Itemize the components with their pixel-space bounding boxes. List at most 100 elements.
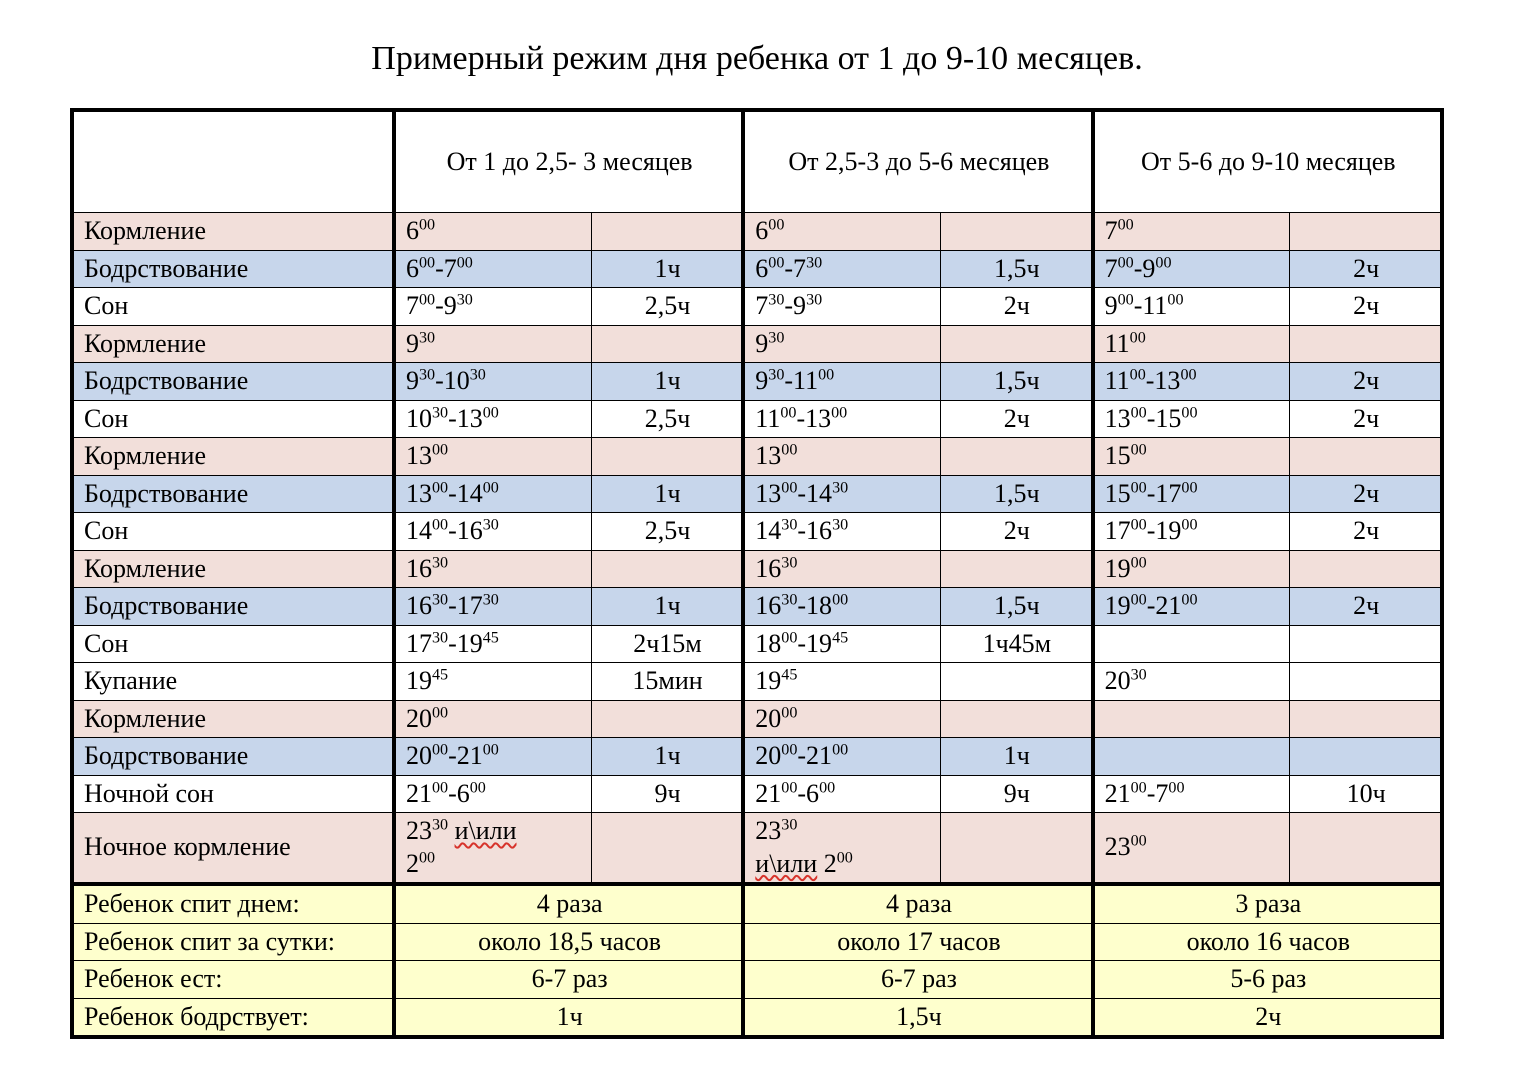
summary-row: Ребенок ест:6-7 раз6-7 раз5-6 раз (72, 961, 1442, 999)
time-cell: 1730-1945 (394, 625, 591, 663)
time-cell: 2300 (1093, 813, 1290, 885)
table-row: Сон700-9302,5ч730-9302ч900-11002ч (72, 288, 1442, 326)
duration-cell (941, 813, 1093, 885)
duration-cell: 2ч (1290, 475, 1442, 513)
duration-cell (591, 813, 743, 885)
table-row: Кормление9309301100 (72, 325, 1442, 363)
duration-cell: 2ч (1290, 288, 1442, 326)
duration-cell: 1ч (591, 738, 743, 776)
time-cell: 1100-1300 (1093, 363, 1290, 401)
duration-cell: 9ч (591, 775, 743, 813)
duration-cell: 1ч (591, 475, 743, 513)
time-cell: 1945 (743, 663, 940, 701)
time-cell: 1100-1300 (743, 400, 940, 438)
duration-cell: 2ч (1290, 400, 1442, 438)
table-row: Бодрствование930-10301ч930-11001,5ч1100-… (72, 363, 1442, 401)
col-header: От 1 до 2,5- 3 месяцев (394, 110, 743, 213)
summary-value: около 18,5 часов (394, 923, 743, 961)
time-cell: 1100 (1093, 325, 1290, 363)
table-row: Сон1400-16302,5ч1430-16302ч1700-19002ч (72, 513, 1442, 551)
summary-value: 4 раза (743, 884, 1092, 923)
time-cell: 930 (743, 325, 940, 363)
duration-cell (1290, 213, 1442, 251)
duration-cell: 2ч15м (591, 625, 743, 663)
row-label: Ночное кормление (72, 813, 394, 885)
time-cell: 1030-1300 (394, 400, 591, 438)
duration-cell (591, 213, 743, 251)
duration-cell: 2ч (1290, 588, 1442, 626)
time-cell: 2100-600 (394, 775, 591, 813)
summary-value: 2ч (1093, 998, 1442, 1037)
duration-cell: 2ч (1290, 250, 1442, 288)
duration-cell: 9ч (941, 775, 1093, 813)
col-header-label (72, 110, 394, 213)
duration-cell (941, 700, 1093, 738)
table-row: Кормление130013001500 (72, 438, 1442, 476)
duration-cell: 2,5ч (591, 513, 743, 551)
duration-cell (591, 700, 743, 738)
duration-cell: 1,5ч (941, 475, 1093, 513)
time-cell: 2000-2100 (743, 738, 940, 776)
table-row: Бодрствование1630-17301ч1630-18001,5ч190… (72, 588, 1442, 626)
time-cell: 1945 (394, 663, 591, 701)
time-cell: 1300 (394, 438, 591, 476)
summary-label: Ребенок ест: (72, 961, 394, 999)
table-row: Кормление600600700 (72, 213, 1442, 251)
row-label: Купание (72, 663, 394, 701)
time-cell: 930-1030 (394, 363, 591, 401)
table-row: Бодрствование2000-21001ч2000-21001ч (72, 738, 1442, 776)
time-cell: 600-730 (743, 250, 940, 288)
time-cell: 1630-1800 (743, 588, 940, 626)
row-label: Кормление (72, 213, 394, 251)
duration-cell: 2,5ч (591, 288, 743, 326)
summary-label: Ребенок спит за сутки: (72, 923, 394, 961)
col-header: От 5-6 до 9-10 месяцев (1093, 110, 1442, 213)
time-cell: 1300-1430 (743, 475, 940, 513)
row-label: Кормление (72, 438, 394, 476)
schedule-table: От 1 до 2,5- 3 месяцевОт 2,5-3 до 5-6 ме… (70, 108, 1444, 1039)
time-cell: 1630 (394, 550, 591, 588)
duration-cell: 2,5ч (591, 400, 743, 438)
summary-value: 3 раза (1093, 884, 1442, 923)
duration-cell (941, 325, 1093, 363)
summary-value: 6-7 раз (394, 961, 743, 999)
duration-cell (1290, 738, 1442, 776)
summary-value: 6-7 раз (743, 961, 1092, 999)
duration-cell: 2ч (1290, 513, 1442, 551)
duration-cell: 2ч (1290, 363, 1442, 401)
duration-cell (941, 438, 1093, 476)
summary-row: Ребенок бодрствует:1ч1,5ч2ч (72, 998, 1442, 1037)
duration-cell: 1ч (591, 363, 743, 401)
duration-cell: 1ч (941, 738, 1093, 776)
duration-cell: 1ч45м (941, 625, 1093, 663)
time-cell: 1500 (1093, 438, 1290, 476)
time-cell: 930-1100 (743, 363, 940, 401)
row-label: Сон (72, 400, 394, 438)
summary-value: 5-6 раз (1093, 961, 1442, 999)
time-cell: 2330 и\или200 (394, 813, 591, 885)
table-row: Сон1730-19452ч15м1800-19451ч45м (72, 625, 1442, 663)
time-cell: 1300 (743, 438, 940, 476)
row-label: Кормление (72, 325, 394, 363)
summary-value: 4 раза (394, 884, 743, 923)
duration-cell (1290, 550, 1442, 588)
summary-value: около 17 часов (743, 923, 1092, 961)
time-cell: 600 (394, 213, 591, 251)
time-cell: 2100-600 (743, 775, 940, 813)
duration-cell: 1,5ч (941, 588, 1093, 626)
duration-cell (1290, 325, 1442, 363)
duration-cell: 2ч (941, 513, 1093, 551)
time-cell: 700-900 (1093, 250, 1290, 288)
time-cell: 1800-1945 (743, 625, 940, 663)
time-cell: 600-700 (394, 250, 591, 288)
table-row: Ночное кормление2330 и\или2002330и\или 2… (72, 813, 1442, 885)
time-cell: 1430-1630 (743, 513, 940, 551)
duration-cell (1290, 700, 1442, 738)
time-cell (1093, 738, 1290, 776)
time-cell (1093, 700, 1290, 738)
time-cell (1093, 625, 1290, 663)
time-cell: 2000-2100 (394, 738, 591, 776)
time-cell: 1700-1900 (1093, 513, 1290, 551)
duration-cell: 2ч (941, 288, 1093, 326)
duration-cell (1290, 663, 1442, 701)
